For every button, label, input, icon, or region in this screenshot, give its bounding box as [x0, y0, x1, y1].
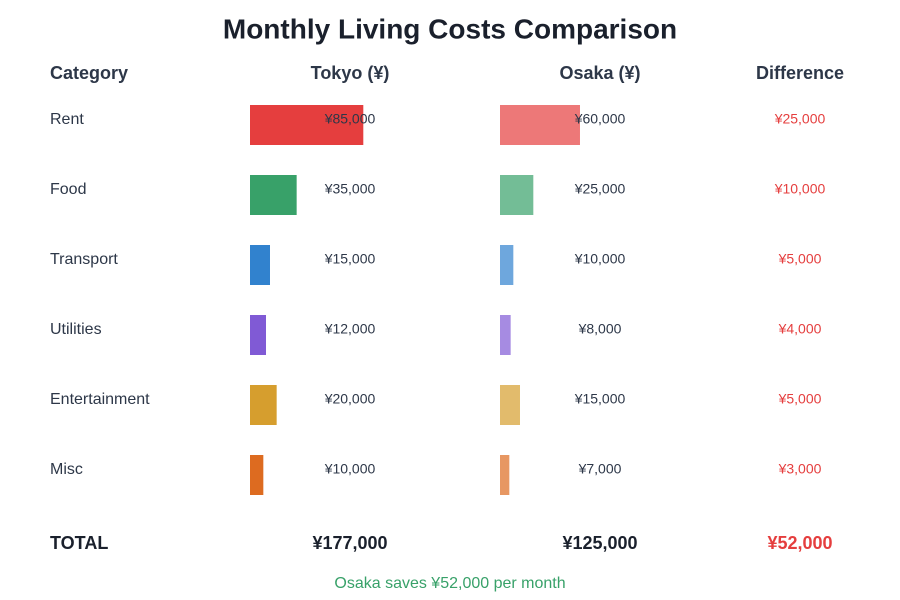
- total-label: TOTAL: [50, 533, 108, 553]
- difference-value: ¥25,000: [774, 111, 826, 127]
- osaka-value: ¥10,000: [574, 251, 626, 267]
- tokyo-value: ¥10,000: [324, 461, 376, 477]
- tokyo-value: ¥12,000: [324, 321, 376, 337]
- category-label: Transport: [50, 251, 118, 268]
- tokyo-value: ¥20,000: [324, 391, 376, 407]
- category-label: Entertainment: [50, 391, 150, 408]
- osaka-value: ¥25,000: [574, 181, 626, 197]
- total-difference: ¥52,000: [767, 533, 832, 553]
- tokyo-value: ¥15,000: [324, 251, 376, 267]
- difference-value: ¥10,000: [774, 181, 826, 197]
- osaka-bar: [500, 315, 511, 355]
- tokyo-bar: [250, 385, 277, 425]
- category-label: Rent: [50, 111, 84, 128]
- column-header: Osaka (¥): [559, 63, 640, 83]
- tokyo-bar: [250, 245, 270, 285]
- column-header: Difference: [756, 63, 844, 83]
- osaka-value: ¥15,000: [574, 391, 626, 407]
- total-osaka: ¥125,000: [562, 533, 637, 553]
- osaka-bar: [500, 385, 520, 425]
- tokyo-value: ¥85,000: [324, 111, 376, 127]
- category-label: Utilities: [50, 321, 102, 338]
- osaka-value: ¥60,000: [574, 111, 626, 127]
- title: Monthly Living Costs Comparison: [223, 13, 677, 44]
- tokyo-bar: [250, 315, 266, 355]
- osaka-bar: [500, 455, 510, 495]
- osaka-bar: [500, 175, 534, 215]
- column-header: Tokyo (¥): [311, 63, 390, 83]
- column-header: Category: [50, 63, 128, 83]
- total-tokyo: ¥177,000: [312, 533, 387, 553]
- osaka-bar: [500, 245, 514, 285]
- category-label: Food: [50, 181, 86, 198]
- category-label: Misc: [50, 461, 83, 478]
- tokyo-bar: [250, 105, 364, 145]
- osaka-value: ¥7,000: [578, 461, 622, 477]
- tokyo-bar: [250, 175, 297, 215]
- difference-value: ¥4,000: [778, 321, 822, 337]
- tokyo-value: ¥35,000: [324, 181, 376, 197]
- footer-note: Osaka saves ¥52,000 per month: [334, 575, 565, 592]
- osaka-bar: [500, 105, 580, 145]
- difference-value: ¥3,000: [778, 461, 822, 477]
- difference-value: ¥5,000: [778, 391, 822, 407]
- osaka-value: ¥8,000: [578, 321, 622, 337]
- tokyo-bar: [250, 455, 264, 495]
- difference-value: ¥5,000: [778, 251, 822, 267]
